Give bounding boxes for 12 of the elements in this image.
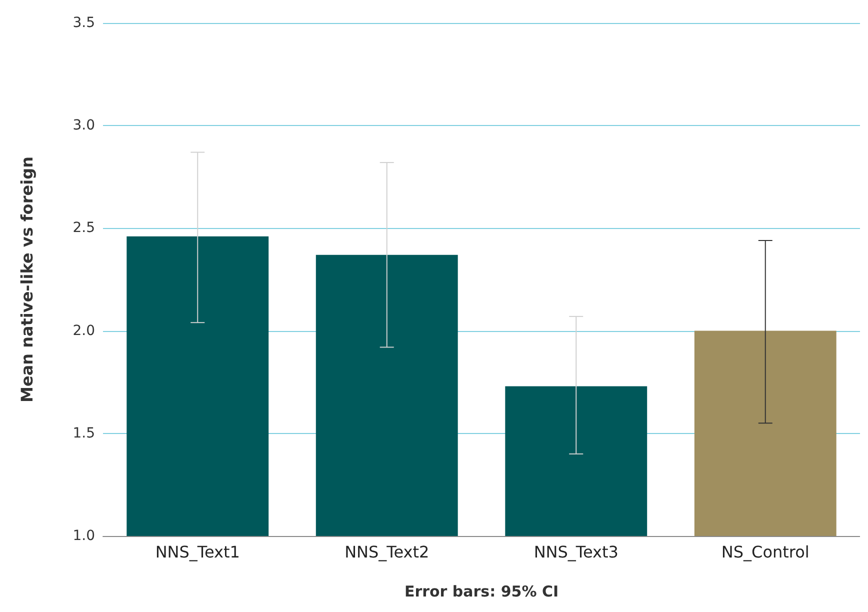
y-tick-label: 1.5 xyxy=(72,425,95,442)
x-tick-label: NS_Control xyxy=(721,542,810,562)
y-tick-label: 2.5 xyxy=(72,220,95,236)
x-tick-label: NNS_Text1 xyxy=(155,542,240,562)
y-tick-label: 1.0 xyxy=(72,528,95,544)
x-tick-label: NNS_Text3 xyxy=(534,542,618,562)
y-tick-label: 3.5 xyxy=(72,15,95,31)
y-tick-label: 3.0 xyxy=(72,118,95,134)
x-axis-title: Error bars: 95% CI xyxy=(404,582,559,600)
y-tick-label: 2.0 xyxy=(72,322,95,339)
x-tick-label: NNS_Text2 xyxy=(344,542,430,562)
y-axis-title: Mean native-like vs foreign xyxy=(18,156,36,402)
